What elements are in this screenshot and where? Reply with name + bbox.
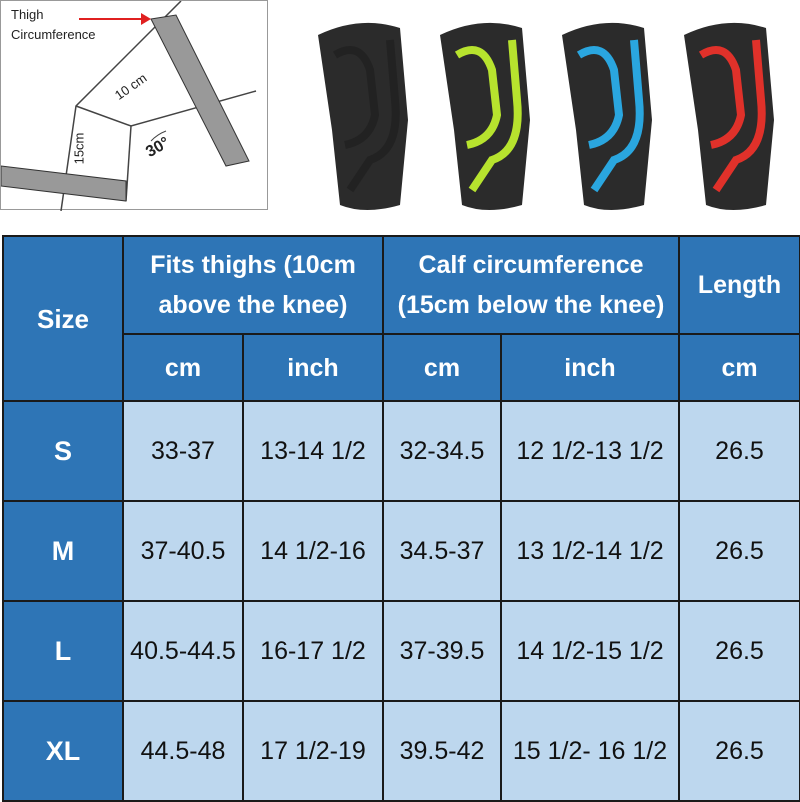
- size-chart-table: Size Fits thighs (10cm above the knee) C…: [2, 235, 800, 802]
- cell-length-cm: 26.5: [678, 500, 800, 602]
- knee-sleeve-3: [562, 22, 652, 211]
- unit-header: inch: [242, 333, 384, 402]
- cell-size: M: [2, 500, 124, 602]
- header-size: Size: [2, 235, 124, 402]
- cell-calf-in: 15 1/2- 16 1/2: [499, 700, 681, 802]
- knee-sleeve-products: [318, 22, 774, 211]
- unit-header: inch: [499, 333, 681, 402]
- cell-calf-cm: 37-39.5: [382, 600, 502, 702]
- cell-size: XL: [2, 700, 124, 802]
- cell-calf-in: 13 1/2-14 1/2: [499, 500, 681, 602]
- cell-length-cm: 26.5: [678, 700, 800, 802]
- cell-size: L: [2, 600, 124, 702]
- cell-thigh-in: 17 1/2-19: [242, 700, 384, 802]
- cell-thigh-in: 13-14 1/2: [242, 400, 384, 502]
- cell-thigh-in: 16-17 1/2: [242, 600, 384, 702]
- cell-length-cm: 26.5: [678, 400, 800, 502]
- table-row: XL 44.5-48 17 1/2-19 39.5-42 15 1/2- 16 1/2 2…: [2, 700, 800, 802]
- cell-thigh-cm: 40.5-44.5: [122, 600, 244, 702]
- unit-header: cm: [678, 333, 800, 402]
- circumference-label: Circumference: [11, 27, 96, 42]
- cell-thigh-cm: 37-40.5: [122, 500, 244, 602]
- cell-calf-in: 12 1/2-13 1/2: [499, 400, 681, 502]
- table-row: S 33-37 13-14 1/2 32-34.5 12 1/2-13 1/2 26.5: [2, 400, 800, 502]
- knee-sleeve-1: [318, 22, 408, 211]
- knee-sleeve-2: [440, 22, 530, 211]
- cell-thigh-cm: 33-37: [122, 400, 244, 502]
- cell-calf-cm: 34.5-37: [382, 500, 502, 602]
- cell-calf-cm: 39.5-42: [382, 700, 502, 802]
- header-length: Length: [678, 235, 800, 335]
- cell-size: S: [2, 400, 124, 502]
- table-row: M 37-40.5 14 1/2-16 34.5-37 13 1/2-14 1/2 26.…: [2, 500, 800, 602]
- knee-sleeve-4: [684, 22, 774, 211]
- unit-header: cm: [382, 333, 502, 402]
- thigh-label: Thigh: [11, 7, 44, 22]
- unit-header: cm: [122, 333, 244, 402]
- below-distance-label: 15cm: [71, 132, 87, 165]
- table-row: L 40.5-44.5 16-17 1/2 37-39.5 14 1/2-15 1/2 2…: [2, 600, 800, 702]
- cell-thigh-in: 14 1/2-16: [242, 500, 384, 602]
- measurement-diagram: Thigh Circumference 10 cm 15cm 30°: [0, 0, 268, 212]
- header-calf: Calf circumference (15cm below the knee): [381, 235, 681, 335]
- cell-calf-cm: 32-34.5: [382, 400, 502, 502]
- cell-thigh-cm: 44.5-48: [122, 700, 244, 802]
- knee-measure-illustration: [0, 0, 257, 212]
- header-thigh: Fits thighs (10cm above the knee): [122, 235, 384, 335]
- cell-calf-in: 14 1/2-15 1/2: [499, 600, 681, 702]
- cell-length-cm: 26.5: [678, 600, 800, 702]
